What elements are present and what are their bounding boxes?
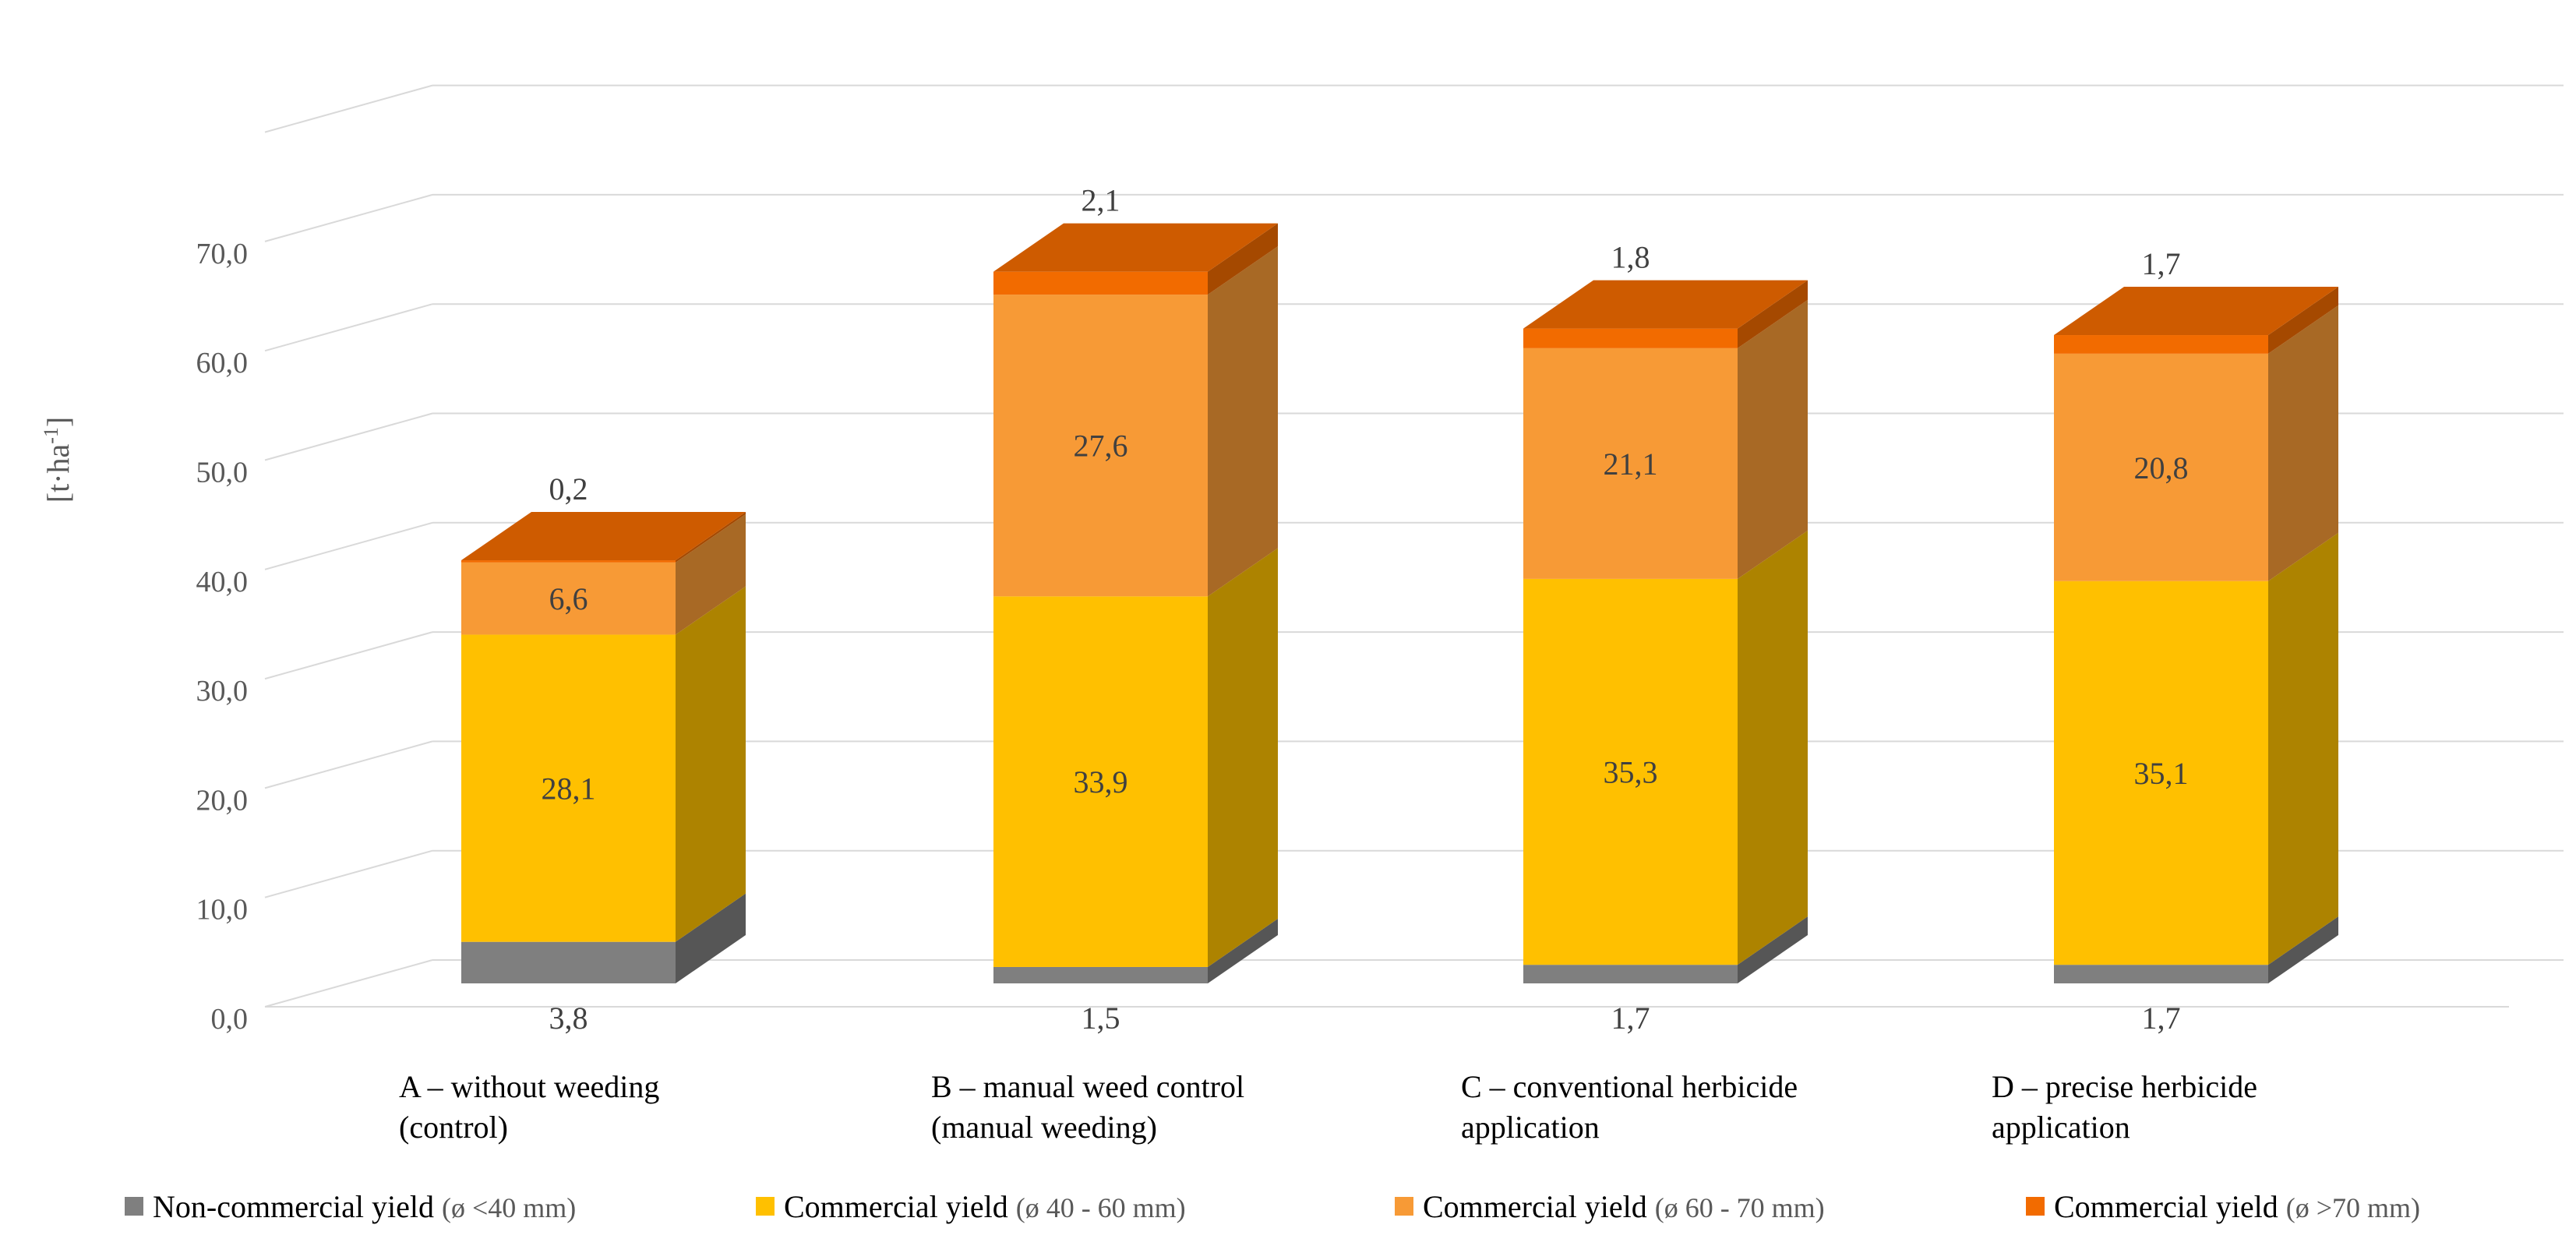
bar-top [2054,287,2338,336]
category-label: (control) [399,1110,508,1145]
bar-segment-side [2268,287,2338,354]
bar-segment-side [2268,532,2338,965]
bar-segment-side [1208,918,1278,983]
bar-segment-side [1738,299,1808,579]
bar-top [1523,280,1808,329]
category-label: B – manual weed control [931,1069,1244,1104]
bar-segment-front [461,560,676,563]
bar-segment-side [676,514,746,635]
bar-segment-front [993,966,1208,983]
data-label: 27,6 [1074,429,1128,464]
gridline-side [264,303,433,352]
data-label: 6,6 [549,581,588,616]
legend-label: Commercial yield (ø 60 - 70 mm) [1423,1189,1825,1224]
bars [461,223,2338,983]
gridline-side [264,740,433,789]
data-label: 1,7 [2142,246,2181,281]
data-label: 1,7 [1611,1001,1650,1036]
y-axis-label: [t·ha-1] [40,417,76,503]
bar-segment-side [676,512,746,563]
bar-segment-side [1738,530,1808,965]
bar-segment-front [1523,965,1738,983]
bar-segment-front [461,562,676,635]
y-tick-label: 20,0 [196,784,249,817]
bar-segment-front [2054,581,2268,965]
data-label: 1,8 [1611,240,1650,275]
bar-segment-front [1523,328,1738,348]
gridline-side [264,84,433,133]
data-label: 35,1 [2134,756,2189,791]
category-label: D – precise herbicide [1992,1069,2257,1104]
category-label: (manual weeding) [931,1110,1157,1145]
bar-segment-front [2054,965,2268,983]
y-tick-label: 10,0 [196,894,249,927]
gridline-side [264,631,433,680]
gridline-side [264,849,433,898]
bar-segment-side [1738,280,1808,348]
gridline-side [264,412,433,461]
bar-segment-front [993,596,1208,967]
bar-segment-front [993,271,1208,295]
bar-segment-side [2268,305,2338,581]
gridline-side [264,193,433,242]
bar-segment-front [1523,348,1738,579]
bar-segment-front [993,295,1208,597]
legend-label: Commercial yield (ø >70 mm) [2054,1189,2420,1224]
data-label: 33,9 [1074,764,1128,799]
category-label: application [1992,1110,2130,1145]
legend-label: Non-commercial yield (ø <40 mm) [153,1189,576,1224]
data-label: 2,1 [1082,183,1120,218]
bar-segment-side [676,586,746,942]
y-tick-label: 0,0 [211,1003,249,1036]
bar-segment-front [461,634,676,942]
legend-swatch [2026,1197,2045,1216]
data-label: 1,5 [1082,1001,1120,1036]
y-tick-label: 70,0 [196,238,249,270]
gridline-side [264,959,433,1008]
legend-swatch [756,1197,775,1216]
bar-segment-side [676,893,746,983]
bar-segment-side [1738,916,1808,983]
data-label: 3,8 [549,1001,588,1036]
data-label: 0,2 [549,471,588,506]
bar-segment-front [2054,335,2268,354]
bar-segment-side [1208,548,1278,967]
legend-swatch [125,1197,143,1216]
y-tick-label: 60,0 [196,347,249,379]
category-labels: A – without weeding (control) B – manual w… [399,1069,2257,1145]
bar-top [461,512,746,561]
data-labels: 3,8 28,1 6,6 0,2 1,5 33,9 27,6 2,1 1,7 35,3 21,1 1,… [542,183,2189,1036]
bar-segment-side [1208,223,1278,295]
y-axis: 0,0 10,0 20,0 30,0 40,0 50,0 60,0 70,0 [t·ha-1] [40,238,249,1036]
bar-segment-front [2054,353,2268,581]
data-label: 28,1 [542,771,596,807]
category-label: C – conventional herbicide [1461,1069,1798,1104]
data-label: 21,1 [1604,446,1658,482]
data-label: 35,3 [1604,755,1658,790]
bar-segment-front [461,941,676,983]
gridline-side [264,521,433,570]
category-label: A – without weeding [399,1069,659,1104]
bar-segment-side [1208,246,1278,597]
y-tick-label: 30,0 [196,675,249,708]
data-label: 1,7 [2142,1001,2181,1036]
legend-label: Commercial yield (ø 40 - 60 mm) [784,1189,1186,1224]
legend: Non-commercial yield (ø <40 mm) Commercia… [125,1189,2420,1224]
category-label: application [1461,1110,1600,1145]
legend-swatch [1395,1197,1413,1216]
y-tick-label: 40,0 [196,566,249,598]
bar-segment-front [1523,578,1738,965]
bar-segment-side [2268,916,2338,983]
data-label: 20,8 [2134,450,2189,485]
y-tick-label: 50,0 [196,457,249,489]
bar-top [993,223,1278,272]
